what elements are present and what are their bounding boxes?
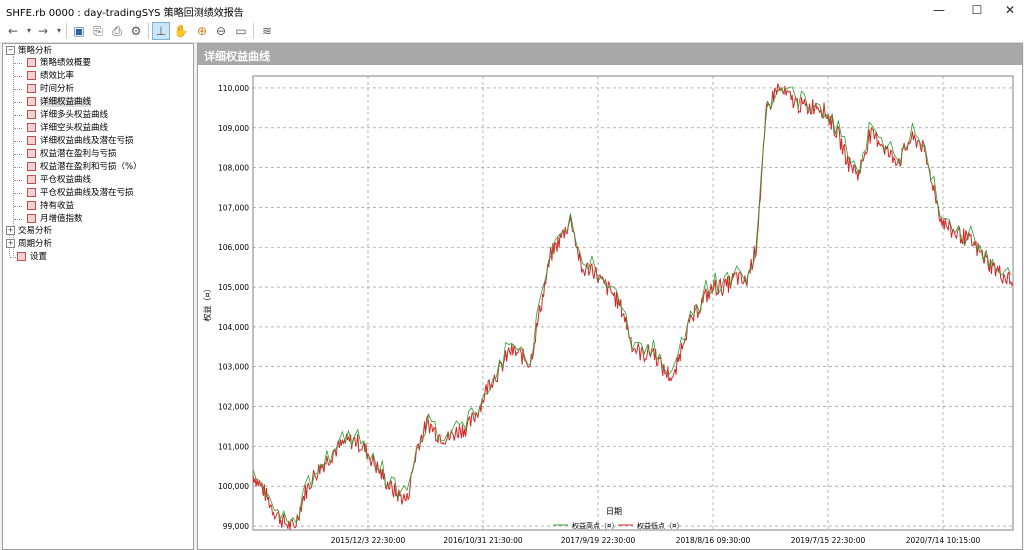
tree-item-holding-return[interactable]: 持有收益 xyxy=(27,200,74,212)
chart-icon xyxy=(27,123,36,132)
tree-item-time-analysis[interactable]: 时间分析 xyxy=(27,83,74,95)
y-tick-label: 101,000 xyxy=(218,442,249,451)
report-icon xyxy=(27,58,36,67)
tree-item-settings[interactable]: 设置 xyxy=(17,251,47,263)
tree-item-ratios[interactable]: 绩效比率 xyxy=(27,70,74,82)
close-icon[interactable]: ✕ xyxy=(1004,3,1016,17)
back-icon[interactable]: ← xyxy=(7,24,19,38)
chart-icon xyxy=(27,188,36,197)
hand-pan-icon[interactable]: ✋ xyxy=(173,24,189,38)
y-tick-label: 108,000 xyxy=(218,164,249,173)
series-high-line xyxy=(252,86,1012,524)
x-tick-label: 2020/7/14 10:15:00 xyxy=(906,536,981,545)
plot-frame xyxy=(252,75,1014,531)
x-tick-label: 2015/12/3 22:30:00 xyxy=(331,536,406,545)
chart-icon xyxy=(27,175,36,184)
tree-item-monthly-index[interactable]: 月增值指数 xyxy=(27,213,83,225)
y-tick-label: 109,000 xyxy=(218,124,249,133)
legend-label-high: 权益高点（¤） xyxy=(572,521,618,530)
y-axis-label: 权益（¤） xyxy=(202,284,212,321)
chart-icon xyxy=(27,162,36,171)
title-bar: SHFE.rb 0000 : day-tradingSYS 策略回测绩效报告 —… xyxy=(0,0,1024,20)
minimize-icon[interactable]: — xyxy=(933,3,945,17)
settings-icon[interactable]: ⚙ xyxy=(130,24,142,38)
toolbar: ← ▾ → ▾ ▣ ⎘ ⎙ ⚙ ⊥ ✋ ⊕ ⊖ ▭ ≋ xyxy=(0,20,1024,43)
tree-item-potential-pnl[interactable]: 权益潜在盈利与亏损 xyxy=(27,148,117,160)
y-tick-label: 99,000 xyxy=(223,522,249,531)
chart-icon xyxy=(27,136,36,145)
y-tick-label: 103,000 xyxy=(218,363,249,372)
x-axis-label: 日期 xyxy=(606,507,622,516)
x-tick-label: 2019/7/15 22:30:00 xyxy=(791,536,866,545)
window-title: SHFE.rb 0000 : day-tradingSYS 策略回测绩效报告 xyxy=(6,8,244,19)
crosshair-icon[interactable]: ⊥ xyxy=(152,22,170,40)
y-tick-label: 102,000 xyxy=(218,403,249,412)
y-tick-label: 110,000 xyxy=(218,84,249,93)
expand-icon[interactable]: + xyxy=(6,226,15,235)
tree-item-equity-drawdown[interactable]: 详细权益曲线及潜在亏损 xyxy=(27,135,134,147)
tree-item-closed-equity[interactable]: 平仓权益曲线 xyxy=(27,174,91,186)
tree-group-label: 交易分析 xyxy=(18,226,53,236)
chart-icon xyxy=(27,149,36,158)
tree-group-label: 策略分析 xyxy=(18,46,53,56)
dropdown-icon[interactable]: ▾ xyxy=(26,26,31,35)
grid-lines xyxy=(253,76,1013,530)
chart-panel: 详细权益曲线 99,000 100,000 101,000 102,000 103,00… xyxy=(197,43,1023,550)
panel-header: 详细权益曲线 xyxy=(198,44,1022,65)
report-icon xyxy=(27,214,36,223)
y-tick-label: 104,000 xyxy=(218,323,249,332)
tree-group-strategy[interactable]: − 策略分析 xyxy=(6,45,52,57)
y-tick-label: 106,000 xyxy=(218,243,249,252)
zoom-in-icon[interactable]: ⊕ xyxy=(196,24,208,38)
forward-icon[interactable]: → xyxy=(37,24,49,38)
chart-icon xyxy=(27,97,36,106)
dropdown-icon[interactable]: ▾ xyxy=(56,26,61,35)
legend-label-low: 权益低点（¤） xyxy=(637,521,683,530)
analysis-tree: − 策略分析 策略绩效概要 绩效比率 时间分析 详细权益曲线 详细多头权益曲线 详… xyxy=(2,43,194,550)
chart-icon xyxy=(27,110,36,119)
print-icon[interactable]: ⎙ xyxy=(112,24,122,38)
maximize-icon[interactable]: ☐ xyxy=(971,3,983,17)
tree-item-potential-pnl-pct[interactable]: 权益潜在盈利和亏损（%） xyxy=(27,161,142,173)
x-tick-label: 2018/8/16 09:30:00 xyxy=(676,536,751,545)
y-tick-label: 105,000 xyxy=(218,283,249,292)
report-icon xyxy=(27,71,36,80)
report-icon xyxy=(27,84,36,93)
tree-group-period[interactable]: + 周期分析 xyxy=(6,238,52,250)
y-axis-ticks: 99,000 100,000 101,000 102,000 103,000 104,00… xyxy=(218,84,249,531)
zoom-out-icon[interactable]: ⊖ xyxy=(215,24,227,38)
x-axis-ticks: 2015/12/3 22:30:00 2016/10/31 21:30:00 201… xyxy=(331,536,981,545)
report-icon xyxy=(27,201,36,210)
panel-title: 详细权益曲线 xyxy=(204,50,270,63)
equity-chart[interactable]: 99,000 100,000 101,000 102,000 103,000 104,00… xyxy=(198,44,1022,549)
tree-item-closed-equity-drawdown[interactable]: 平仓权益曲线及潜在亏损 xyxy=(27,187,134,199)
tree-item-equity-curve[interactable]: 详细权益曲线 xyxy=(27,96,92,108)
settings-page-icon xyxy=(17,252,26,261)
export-icon[interactable]: ⎘ xyxy=(93,24,103,38)
tree-group-trade[interactable]: + 交易分析 xyxy=(6,225,52,237)
tree-group-label: 周期分析 xyxy=(18,239,53,249)
zoom-reset-icon[interactable]: ▭ xyxy=(235,24,247,38)
expand-icon[interactable]: + xyxy=(6,239,15,248)
tree-item-summary[interactable]: 策略绩效概要 xyxy=(27,57,91,69)
chart-style-icon[interactable]: ≋ xyxy=(261,24,273,38)
legend: 权益高点（¤） 权益低点（¤） xyxy=(553,521,683,530)
series-low-line xyxy=(252,83,1014,530)
collapse-icon[interactable]: − xyxy=(6,46,15,55)
tree-item-long-equity[interactable]: 详细多头权益曲线 xyxy=(27,109,108,121)
x-tick-label: 2017/9/19 22:30:00 xyxy=(561,536,636,545)
save-icon[interactable]: ▣ xyxy=(73,24,85,38)
tree-item-short-equity[interactable]: 详细空头权益曲线 xyxy=(27,122,108,134)
y-tick-label: 100,000 xyxy=(218,482,249,491)
y-tick-label: 107,000 xyxy=(218,203,249,212)
x-tick-label: 2016/10/31 21:30:00 xyxy=(443,536,523,545)
